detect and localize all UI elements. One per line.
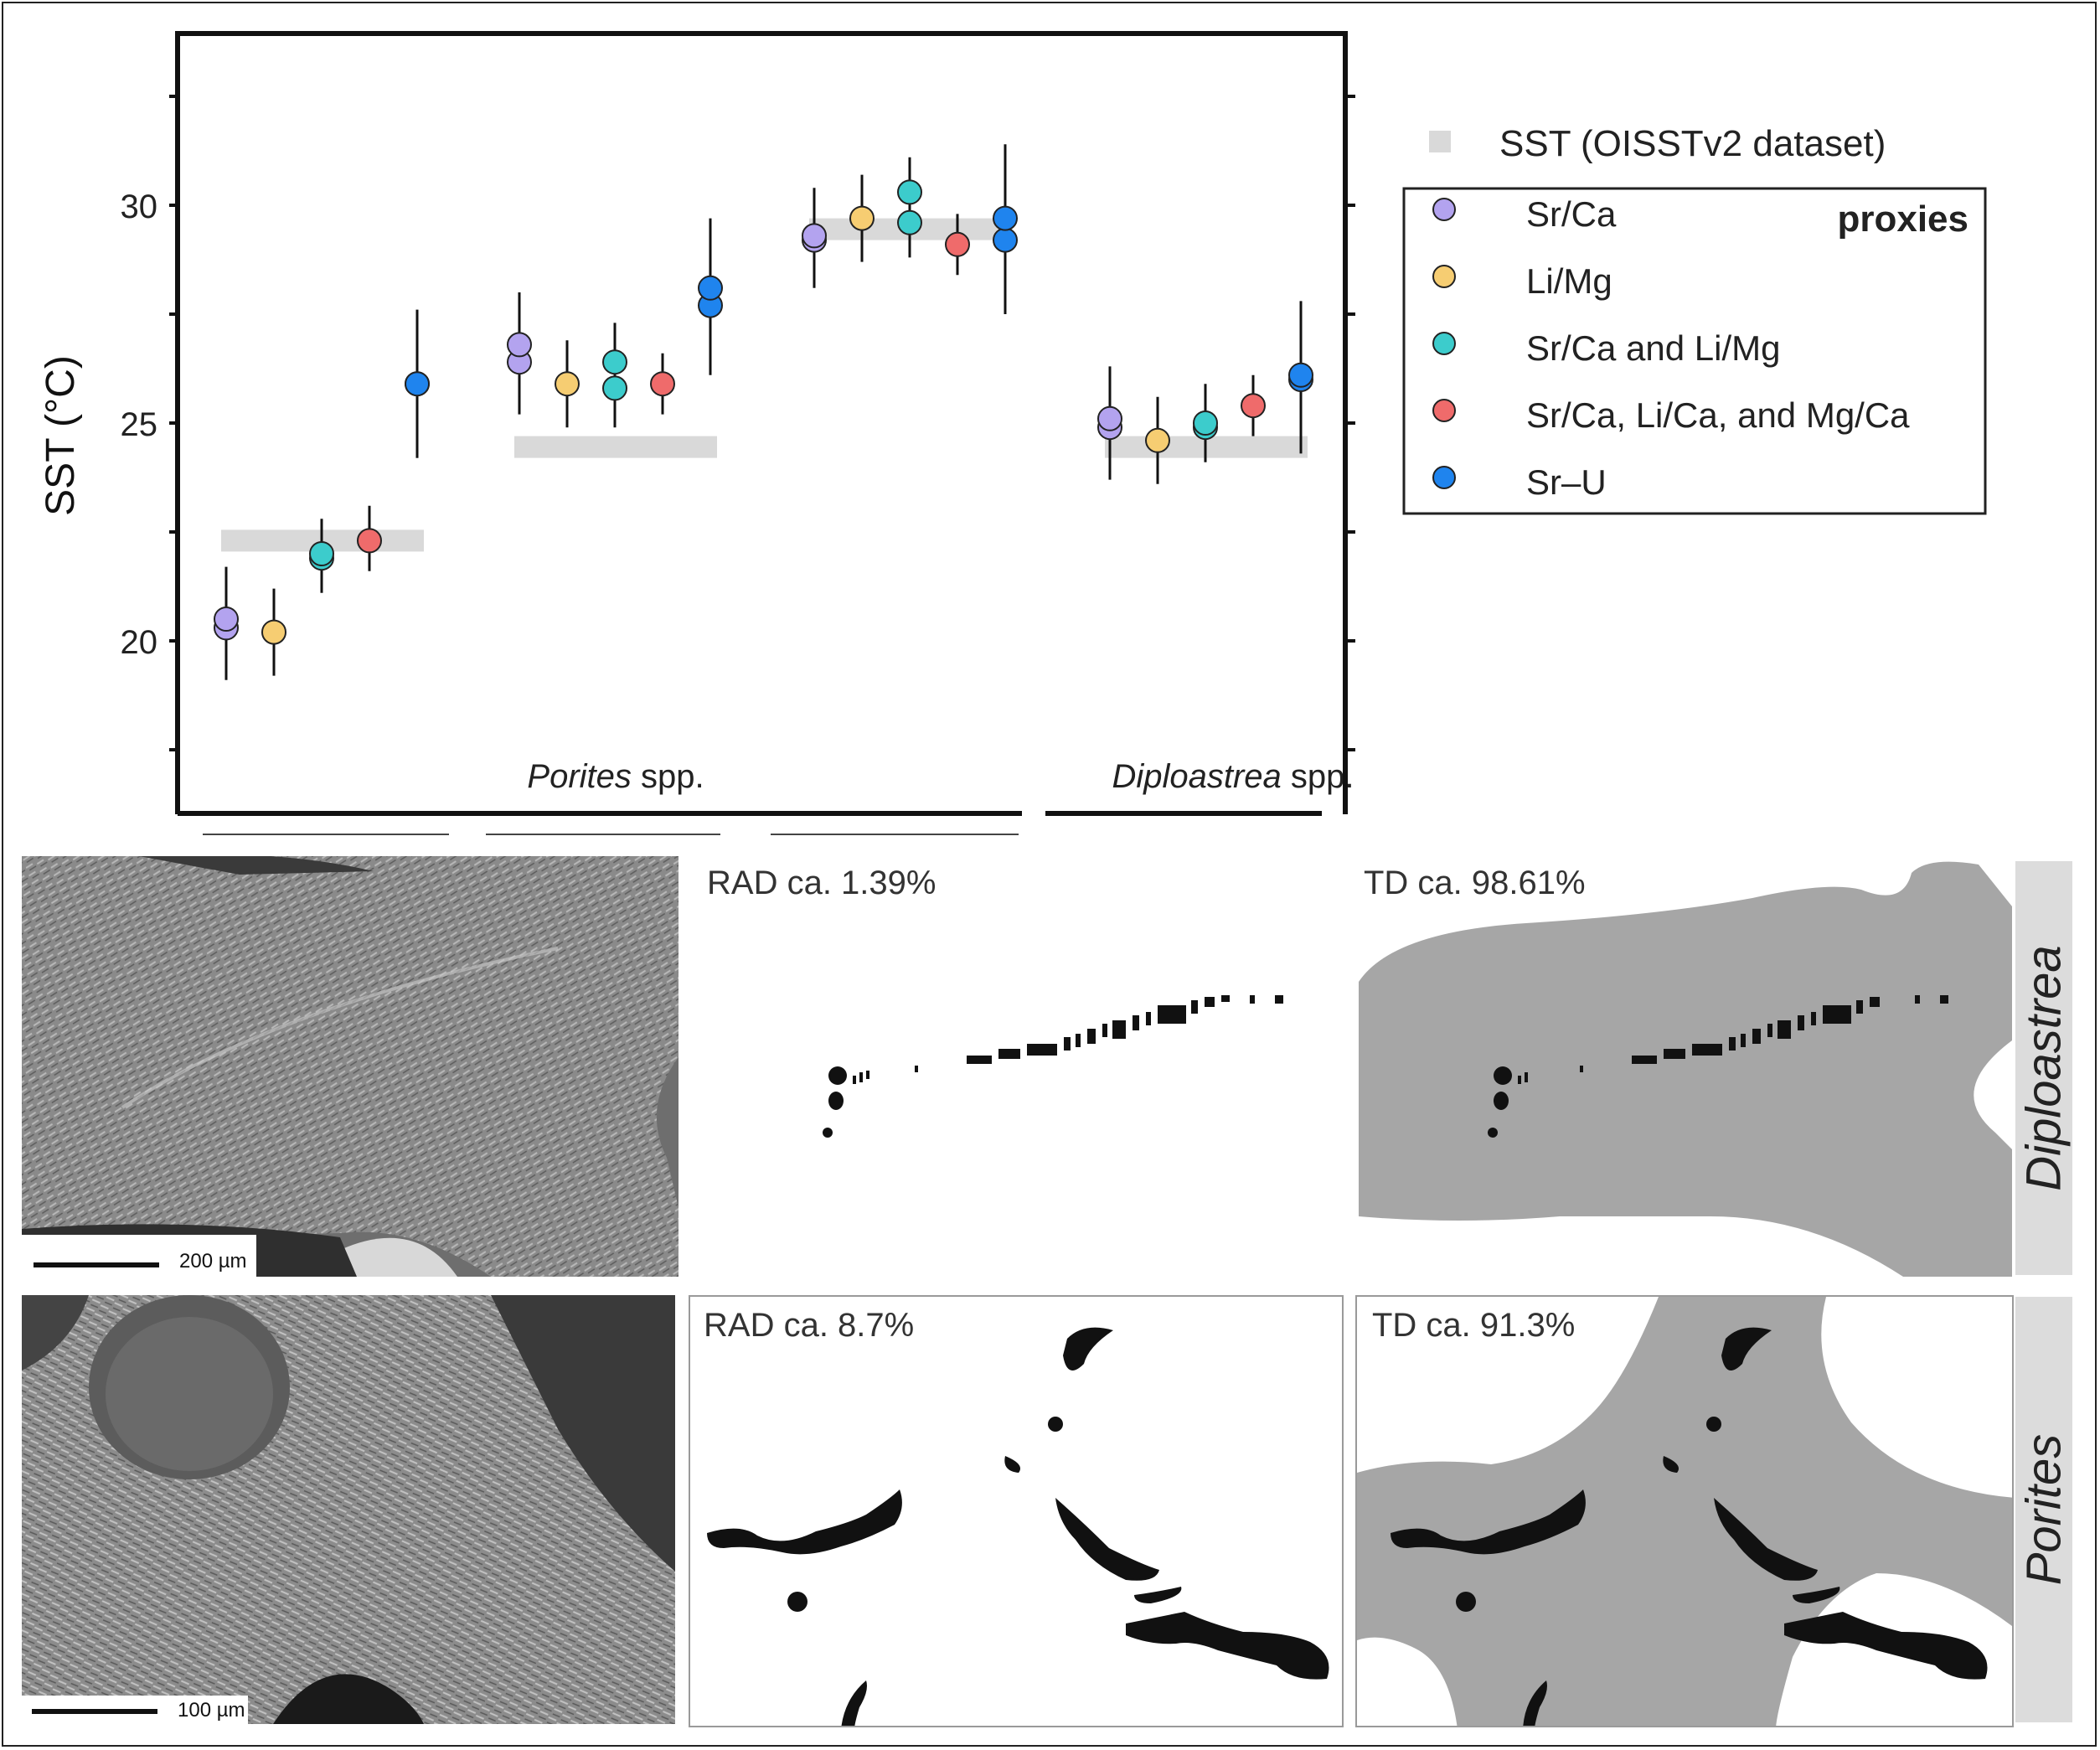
td-panel-diploastrea: TD ca. 98.61% bbox=[1359, 856, 2012, 1277]
legend-marker bbox=[1432, 466, 1456, 489]
y-axis-label: SST (°C) bbox=[39, 355, 83, 516]
data-point bbox=[555, 371, 580, 397]
td-label-porites: TD ca. 91.3% bbox=[1372, 1307, 1576, 1344]
legend-marker bbox=[1432, 198, 1456, 221]
data-point bbox=[650, 371, 675, 397]
legend: SST (OISSTv2 dataset) proxies Sr/Ca Li/Mg… bbox=[1402, 123, 1987, 515]
data-point bbox=[1097, 405, 1122, 431]
side-label-porites-bg: Porites bbox=[2015, 1297, 2072, 1722]
legend-box bbox=[1402, 187, 1987, 515]
data-point bbox=[405, 371, 430, 397]
data-point bbox=[698, 275, 723, 301]
data-point bbox=[849, 205, 875, 231]
data-point bbox=[1241, 393, 1266, 419]
side-label-diploastrea: Diploastrea bbox=[2016, 945, 2072, 1191]
legend-marker bbox=[1432, 332, 1456, 355]
td-label-diploastrea: TD ca. 98.61% bbox=[1364, 865, 1586, 901]
proxy-points bbox=[214, 144, 1313, 680]
side-label-porites: Porites bbox=[2016, 1433, 2072, 1586]
data-point bbox=[993, 227, 1018, 253]
legend-marker bbox=[1432, 399, 1456, 422]
data-point bbox=[802, 223, 827, 249]
data-point bbox=[357, 528, 382, 554]
legend-label: Sr–U bbox=[1526, 462, 1607, 502]
sem-image-porites: 100 µm bbox=[22, 1295, 675, 1724]
sem-image-diploastrea: 200 µm bbox=[22, 856, 679, 1277]
data-point bbox=[602, 375, 627, 401]
legend-marker bbox=[1432, 265, 1456, 288]
data-point bbox=[261, 619, 286, 645]
y-tick-label: 30 bbox=[121, 188, 158, 225]
plot-frame bbox=[175, 31, 1348, 814]
data-point bbox=[1145, 427, 1170, 453]
data-point bbox=[945, 231, 970, 257]
y-axis-ticks: 20 25 30 bbox=[121, 95, 1355, 751]
scale-bar-label-porites: 100 µm bbox=[178, 1699, 245, 1722]
legend-label: Sr/Ca bbox=[1526, 194, 1617, 234]
group-label: Porites spp. bbox=[527, 758, 704, 795]
group-labels: Porites spp. Diploastrea spp. bbox=[527, 758, 1354, 795]
sst-reference-bar bbox=[514, 436, 717, 458]
td-panel-porites: TD ca. 91.3% bbox=[1355, 1295, 2014, 1727]
legend-sst-swatch bbox=[1429, 131, 1451, 152]
data-point bbox=[602, 349, 627, 375]
rad-panel-diploastrea: RAD ca. 1.39% bbox=[689, 856, 1350, 1277]
data-point bbox=[993, 205, 1018, 231]
data-point bbox=[309, 541, 334, 566]
data-point bbox=[1288, 362, 1313, 388]
rad-label-diploastrea: RAD ca. 1.39% bbox=[707, 865, 936, 901]
legend-items: Sr/Ca Li/Mg Sr/Ca and Li/Mg Sr/Ca, Li/Ca, a… bbox=[1432, 194, 1910, 502]
legend-sst-label: SST (OISSTv2 dataset) bbox=[1499, 123, 1886, 164]
y-tick-label: 20 bbox=[121, 624, 158, 661]
data-point bbox=[507, 332, 532, 358]
legend-label: Sr/Ca, Li/Ca, and Mg/Ca bbox=[1526, 395, 1910, 435]
sst-reference-bars bbox=[221, 218, 1308, 552]
data-point bbox=[1193, 410, 1218, 436]
data-point bbox=[897, 209, 922, 235]
scale-bar-label-diploastrea: 200 µm bbox=[179, 1250, 247, 1272]
data-point bbox=[897, 179, 922, 205]
legend-title: proxies bbox=[1837, 199, 1968, 240]
legend-label: Li/Mg bbox=[1526, 261, 1612, 301]
group-label: Diploastrea spp. bbox=[1112, 758, 1354, 795]
rad-label-porites: RAD ca. 8.7% bbox=[704, 1307, 915, 1344]
sst-proxy-chart: SST (°C) 20 25 30 Porites spp. Diploastrea … bbox=[39, 31, 1987, 835]
side-label-diploastrea-bg: Diploastrea bbox=[2015, 861, 2072, 1275]
data-point bbox=[214, 607, 239, 632]
y-tick-label: 25 bbox=[121, 406, 158, 443]
rad-panel-porites: RAD ca. 8.7% bbox=[689, 1295, 1344, 1727]
legend-label: Sr/Ca and Li/Mg bbox=[1526, 328, 1780, 368]
